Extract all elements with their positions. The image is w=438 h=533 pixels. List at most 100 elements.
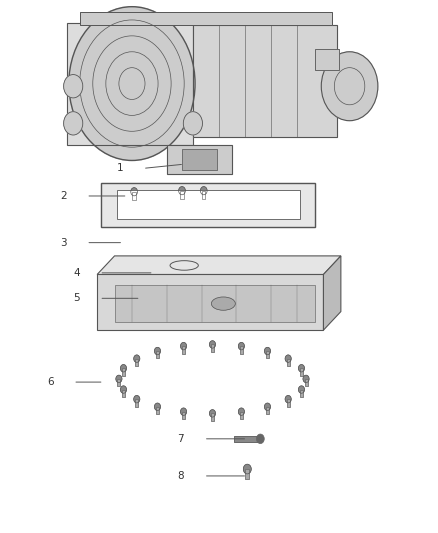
Bar bbox=[300, 368, 303, 376]
Circle shape bbox=[64, 112, 83, 135]
Bar bbox=[266, 407, 269, 414]
Bar bbox=[240, 346, 243, 353]
Bar bbox=[211, 344, 214, 352]
Bar bbox=[286, 399, 290, 407]
Circle shape bbox=[285, 395, 291, 403]
Bar bbox=[156, 407, 159, 414]
Bar bbox=[102, 183, 315, 227]
Circle shape bbox=[184, 112, 202, 135]
Bar bbox=[300, 368, 303, 376]
Text: 4: 4 bbox=[73, 268, 80, 278]
Bar bbox=[117, 379, 120, 386]
Bar bbox=[182, 149, 217, 170]
Circle shape bbox=[201, 187, 207, 195]
Bar bbox=[102, 183, 315, 227]
Bar bbox=[211, 414, 214, 421]
Bar bbox=[117, 190, 300, 219]
Text: 7: 7 bbox=[177, 434, 184, 444]
Bar bbox=[211, 344, 214, 352]
Bar bbox=[182, 149, 217, 170]
Polygon shape bbox=[323, 256, 341, 330]
Bar bbox=[80, 12, 332, 25]
Circle shape bbox=[209, 410, 215, 417]
Bar bbox=[132, 192, 136, 200]
Bar bbox=[193, 25, 336, 136]
Polygon shape bbox=[97, 256, 341, 274]
Bar bbox=[211, 414, 214, 421]
Bar bbox=[135, 399, 138, 407]
Bar bbox=[240, 411, 243, 419]
Bar bbox=[315, 49, 339, 70]
Circle shape bbox=[131, 188, 138, 196]
Bar bbox=[300, 390, 303, 397]
Bar bbox=[315, 49, 339, 70]
Bar bbox=[266, 407, 269, 414]
Bar bbox=[67, 22, 193, 144]
Bar bbox=[240, 346, 243, 353]
Bar bbox=[304, 379, 307, 386]
Text: 2: 2 bbox=[60, 191, 67, 201]
Circle shape bbox=[303, 375, 309, 383]
Bar bbox=[135, 359, 138, 366]
Bar bbox=[182, 346, 185, 353]
Bar bbox=[156, 351, 159, 359]
Polygon shape bbox=[97, 274, 323, 330]
Text: 5: 5 bbox=[73, 293, 80, 303]
Circle shape bbox=[180, 342, 187, 350]
Circle shape bbox=[155, 403, 160, 410]
Circle shape bbox=[116, 375, 122, 383]
Bar bbox=[193, 25, 336, 136]
Bar bbox=[117, 379, 120, 386]
Bar bbox=[286, 359, 290, 366]
Circle shape bbox=[256, 434, 264, 443]
Bar bbox=[182, 411, 185, 419]
Text: 6: 6 bbox=[47, 377, 53, 387]
Bar bbox=[135, 359, 138, 366]
Bar bbox=[300, 390, 303, 397]
Bar bbox=[132, 192, 136, 200]
Circle shape bbox=[180, 408, 187, 415]
Bar bbox=[286, 359, 290, 366]
Bar bbox=[202, 191, 205, 199]
Bar bbox=[156, 407, 159, 414]
Circle shape bbox=[134, 395, 140, 403]
Bar bbox=[245, 469, 249, 479]
Circle shape bbox=[155, 348, 160, 355]
Bar bbox=[122, 368, 125, 376]
Bar bbox=[122, 390, 125, 397]
Circle shape bbox=[321, 52, 378, 120]
Ellipse shape bbox=[170, 261, 198, 270]
Text: 3: 3 bbox=[60, 238, 67, 248]
Circle shape bbox=[209, 341, 215, 348]
Circle shape bbox=[238, 408, 244, 415]
Bar bbox=[80, 12, 332, 25]
Bar bbox=[167, 144, 232, 174]
Bar bbox=[156, 351, 159, 359]
Bar bbox=[266, 351, 269, 359]
Bar bbox=[67, 22, 193, 144]
Bar bbox=[135, 399, 138, 407]
Circle shape bbox=[298, 386, 304, 393]
Text: 1: 1 bbox=[117, 164, 123, 173]
Bar bbox=[245, 469, 249, 479]
Circle shape bbox=[265, 403, 271, 410]
Bar bbox=[122, 390, 125, 397]
Circle shape bbox=[298, 365, 304, 372]
Polygon shape bbox=[115, 285, 315, 322]
Circle shape bbox=[120, 386, 127, 393]
Circle shape bbox=[64, 75, 83, 98]
Bar bbox=[304, 379, 307, 386]
Circle shape bbox=[179, 187, 185, 195]
Bar bbox=[182, 346, 185, 353]
Circle shape bbox=[285, 355, 291, 362]
Circle shape bbox=[69, 7, 195, 160]
Bar bbox=[286, 399, 290, 407]
Circle shape bbox=[134, 355, 140, 362]
Bar bbox=[180, 191, 184, 199]
Bar bbox=[122, 368, 125, 376]
Bar bbox=[240, 411, 243, 419]
Bar bbox=[234, 435, 260, 442]
Text: 8: 8 bbox=[177, 471, 184, 481]
Bar bbox=[117, 190, 300, 219]
Bar bbox=[180, 191, 184, 199]
